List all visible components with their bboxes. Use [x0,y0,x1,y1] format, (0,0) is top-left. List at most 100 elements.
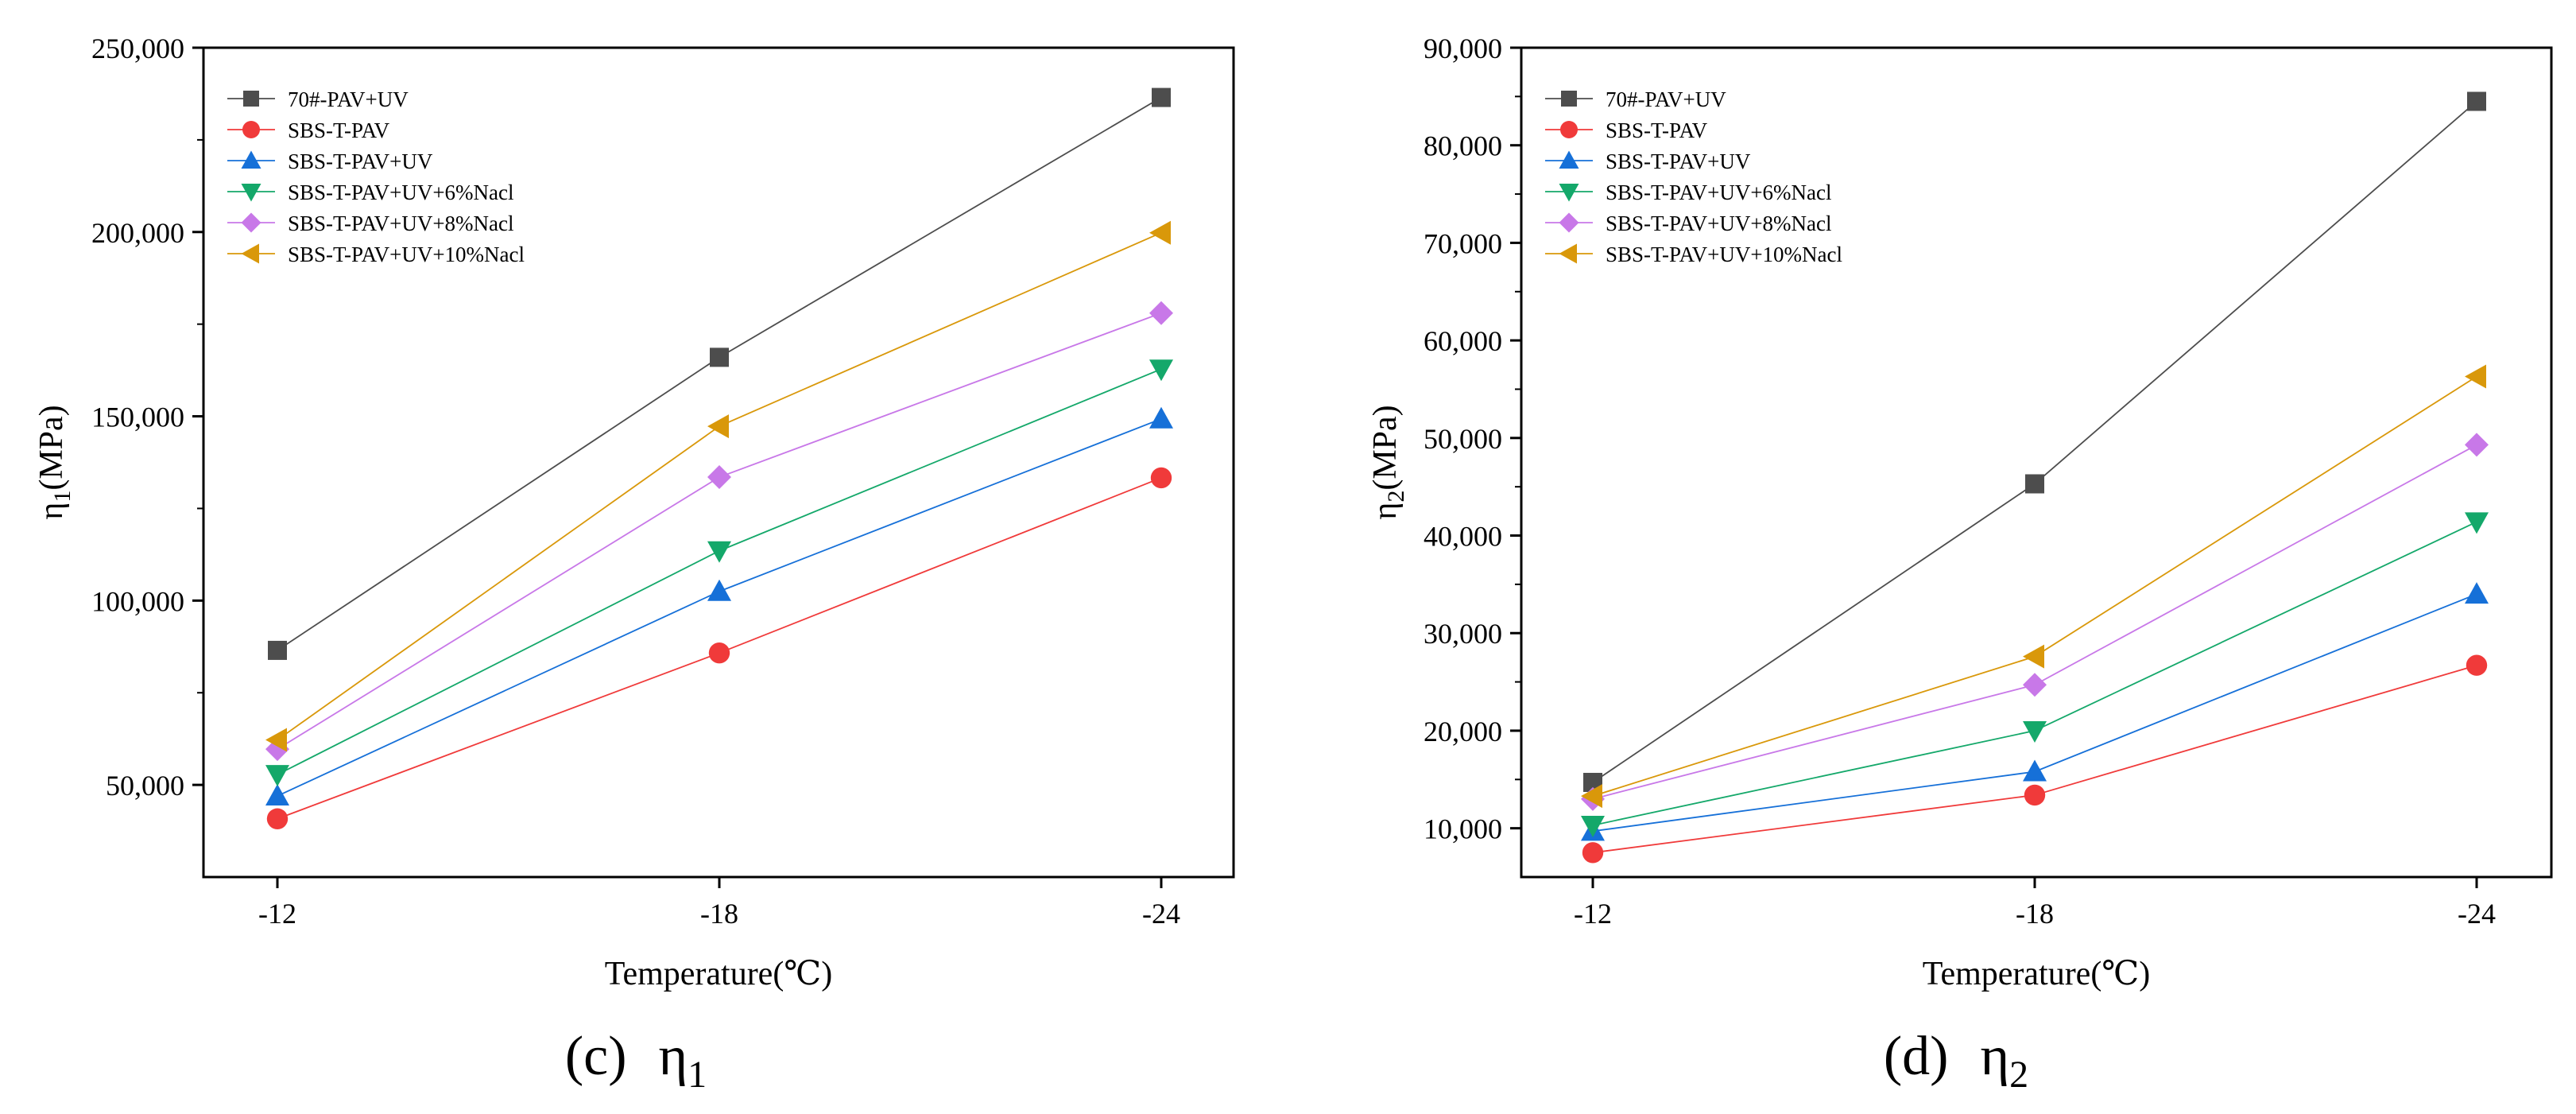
data-point [1150,467,1172,489]
legend-item: SBS-T-PAV+UV+8%Nacl [1545,212,1832,235]
x-tick-label: -24 [1142,898,1180,930]
series-4 [265,301,1173,762]
data-point [2466,654,2488,676]
panel-caption-subscript: 2 [2009,1054,2028,1096]
series-0 [268,87,1171,660]
data-point [265,765,289,787]
data-point [1149,301,1173,325]
legend-item: SBS-T-PAV+UV+8%Nacl [227,212,514,235]
legend-item: 70#-PAV+UV [1545,87,1726,111]
legend-item: SBS-T-PAV+UV [1545,149,1751,173]
series-line [1592,444,2477,800]
y-axis-title-subscript: 2 [1383,491,1409,503]
y-axis-title-symbol: η [1367,503,1404,520]
data-point [266,808,289,829]
y-tick-label: 40,000 [1424,521,1502,553]
legend-label: SBS-T-PAV [288,118,390,142]
y-tick-label: 250,000 [91,33,184,64]
data-point [2024,784,2046,806]
series-5 [265,220,1171,752]
panel-caption: (d) η2 [1884,1026,2028,1096]
series-1 [266,467,1172,829]
y-tick-label: 150,000 [91,402,184,433]
data-point [2465,364,2486,389]
series-1 [1582,654,2488,864]
legend-label: SBS-T-PAV+UV+8%Nacl [1606,212,1832,235]
legend-label: SBS-T-PAV+UV+6%Nacl [1606,180,1832,204]
legend-item: SBS-T-PAV+UV+10%Nacl [227,243,525,266]
data-point [2465,433,2489,457]
legend-label: SBS-T-PAV [1606,118,1708,142]
series-3 [1581,512,2489,837]
x-axis-title: Temperature(℃) [1923,956,2151,992]
legend-marker [241,243,259,264]
legend-label: SBS-T-PAV+UV+6%Nacl [288,180,514,204]
x-tick-label: -12 [258,898,296,930]
data-point [707,465,731,490]
data-point [2465,512,2489,534]
y-tick-label: 50,000 [106,770,184,802]
panel-caption-subscript: 1 [688,1054,707,1096]
y-tick-label: 20,000 [1424,716,1502,747]
legend-marker [1559,243,1577,264]
data-point [708,642,730,664]
legend-marker [241,212,261,233]
legend-label: SBS-T-PAV+UV+10%Nacl [288,243,525,266]
legend-item: 70#-PAV+UV [227,87,409,111]
data-point [707,541,731,563]
data-point [2465,582,2489,604]
data-point [265,784,289,806]
data-point [1581,784,1602,809]
legend-marker [243,91,259,107]
legend-label: SBS-T-PAV+UV [1606,149,1751,173]
y-tick-label: 80,000 [1424,130,1502,162]
data-point [268,640,287,660]
legend-item: SBS-T-PAV+UV [227,149,433,173]
data-point [265,728,287,752]
data-point [707,414,729,439]
data-point [2467,91,2486,111]
y-tick-label: 50,000 [1424,423,1502,455]
legend-item: SBS-T-PAV [227,118,390,142]
legend-marker [242,121,260,138]
y-tick-label: 70,000 [1424,227,1502,259]
legend: 70#-PAV+UV SBS-T-PAV SBS-T-PAV+UV SBS-T-PAV… [1545,87,1842,266]
y-tick-label: 90,000 [1424,33,1502,64]
x-tick-label: -18 [2016,898,2054,930]
panel-caption-letter: (d) [1884,1026,1949,1087]
data-point [2023,673,2047,697]
legend: 70#-PAV+UV SBS-T-PAV SBS-T-PAV+UV SBS-T-PAV… [227,87,525,266]
series-5 [1581,364,2486,809]
legend-item: SBS-T-PAV+UV+10%Nacl [1545,243,1842,266]
legend-item: SBS-T-PAV [1545,118,1708,142]
data-point [2023,720,2047,743]
data-point [710,347,729,367]
legend-marker [241,150,261,169]
panel-caption: (c) η1 [565,1026,707,1096]
legend-label: SBS-T-PAV+UV+8%Nacl [288,212,514,235]
data-point [1149,359,1173,382]
y-axis-title-subscript: 1 [49,491,76,503]
data-point [1581,815,1605,837]
legend-marker [241,184,261,202]
x-tick-label: -12 [1574,898,1612,930]
series-2 [265,406,1173,806]
data-point [1582,842,1604,864]
legend-label: SBS-T-PAV+UV+10%Nacl [1606,243,1842,266]
legend-label: 70#-PAV+UV [1606,87,1726,111]
data-point [2025,474,2044,494]
y-axis-title-symbol: η [33,503,70,520]
panel-caption-symbol: η [1981,1026,2010,1087]
x-tick-label: -24 [2458,898,2496,930]
panel-caption-symbol: η [659,1026,688,1087]
chart-panel-c: 50,000 100,000 150,000 200,000 250,000 -12 -18… [33,33,1235,1096]
legend-item: SBS-T-PAV+UV+6%Nacl [227,180,514,204]
data-point [1149,406,1173,429]
y-tick-label: 10,000 [1424,813,1502,845]
x-tick-label: -18 [700,898,738,930]
y-axis-title-unit: (MPa) [1367,405,1404,490]
legend-marker [1561,91,1577,107]
data-point [707,579,731,601]
legend-marker [1559,150,1579,169]
